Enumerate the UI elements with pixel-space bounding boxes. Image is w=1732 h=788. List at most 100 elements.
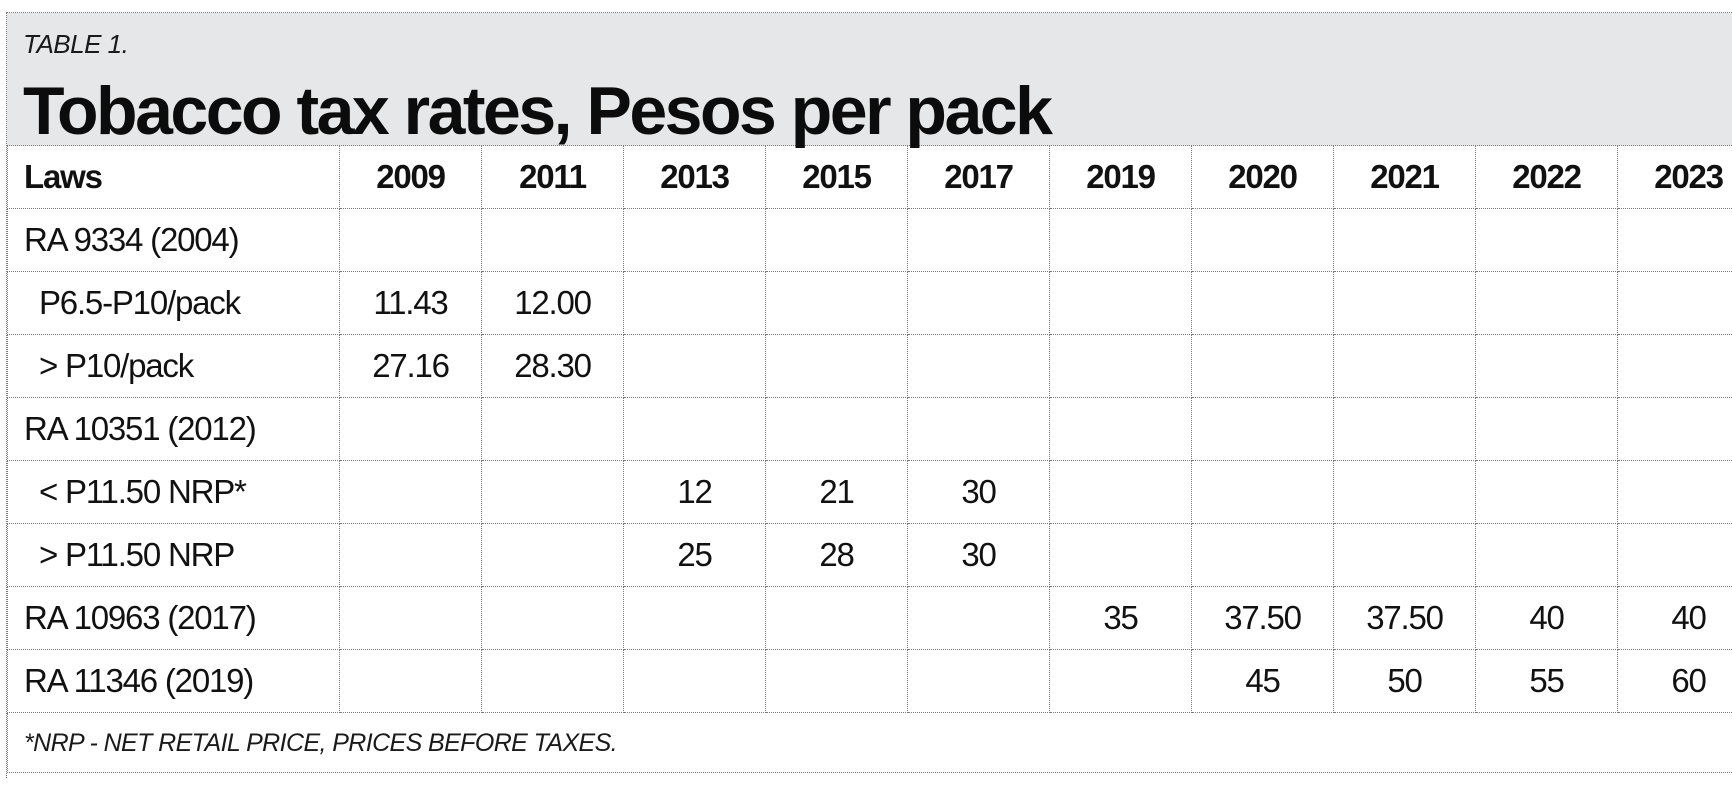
row-label-bracket: P6.5-P10/pack xyxy=(7,271,340,335)
table-cell xyxy=(1049,397,1192,461)
table-header-banner: TABLE 1. Tobacco tax rates, Pesos per pa… xyxy=(7,13,1732,149)
column-header-year: 2015 xyxy=(765,146,908,209)
table-cell xyxy=(1049,208,1192,272)
row-label-bracket: < P11.50 NRP* xyxy=(7,460,340,524)
table-cell: 27.16 xyxy=(339,334,482,398)
table-row: P6.5-P10/pack 11.43 12.00 xyxy=(7,271,1732,335)
table-cell xyxy=(339,523,482,587)
table-cell xyxy=(907,586,1050,650)
table-row: RA 9334 (2004) xyxy=(7,208,1732,272)
table-cell xyxy=(481,523,624,587)
table-cell xyxy=(765,208,908,272)
table-row: RA 10351 (2012) xyxy=(7,397,1732,461)
column-header-year: 2011 xyxy=(481,146,624,209)
column-header-laws: Laws xyxy=(7,146,340,209)
table-cell: 60 xyxy=(1617,649,1732,713)
table-cell xyxy=(765,271,908,335)
table-cell xyxy=(1191,271,1334,335)
column-header-year: 2022 xyxy=(1475,146,1618,209)
table-cell xyxy=(1049,649,1192,713)
column-header-year: 2023 xyxy=(1617,146,1732,209)
table-cell xyxy=(1617,460,1732,524)
table-cell xyxy=(339,649,482,713)
table-cell: 50 xyxy=(1333,649,1476,713)
table-cell xyxy=(623,208,766,272)
table-cell xyxy=(623,649,766,713)
table-cell: 37.50 xyxy=(1191,586,1334,650)
table-cell xyxy=(1617,208,1732,272)
table-cell xyxy=(765,649,908,713)
table-row: > P10/pack 27.16 28.30 xyxy=(7,334,1732,398)
tax-rates-table: Laws 2009 2011 2013 2015 2017 2019 2020 2021 202… xyxy=(7,146,1732,713)
table-cell xyxy=(1333,271,1476,335)
table-cell xyxy=(481,460,624,524)
table-cell xyxy=(339,460,482,524)
table-cell xyxy=(1333,460,1476,524)
table-cell xyxy=(1191,397,1334,461)
table-cell xyxy=(1049,460,1192,524)
table-row: RA 11346 (2019) 45 50 55 60 xyxy=(7,649,1732,713)
table-cell: 45 xyxy=(1191,649,1334,713)
table-cell: 12.00 xyxy=(481,271,624,335)
table-cell xyxy=(623,397,766,461)
table-cell: 30 xyxy=(907,460,1050,524)
header-row: Laws 2009 2011 2013 2015 2017 2019 2020 2021 202… xyxy=(7,146,1732,209)
table-cell xyxy=(1049,334,1192,398)
table-cell xyxy=(765,334,908,398)
column-header-year: 2019 xyxy=(1049,146,1192,209)
table-cell xyxy=(339,397,482,461)
table-cell: 55 xyxy=(1475,649,1618,713)
table-title: Tobacco tax rates, Pesos per pack xyxy=(23,73,1053,149)
table-cell xyxy=(907,334,1050,398)
table-cell: 40 xyxy=(1617,586,1732,650)
table-cell xyxy=(1191,523,1334,587)
table-row: > P11.50 NRP 25 28 30 xyxy=(7,523,1732,587)
table-cell xyxy=(1333,334,1476,398)
table-cell: 28.30 xyxy=(481,334,624,398)
table-cell: 30 xyxy=(907,523,1050,587)
row-label-law: RA 11346 (2019) xyxy=(7,649,340,713)
table-cell xyxy=(1475,271,1618,335)
table-cell xyxy=(1475,460,1618,524)
table-cell xyxy=(1617,334,1732,398)
column-header-year: 2021 xyxy=(1333,146,1476,209)
table-cell xyxy=(1475,208,1618,272)
table-cell xyxy=(907,208,1050,272)
table-cell xyxy=(1191,460,1334,524)
table-footnote: *NRP - NET RETAIL PRICE, PRICES BEFORE T… xyxy=(7,713,1732,773)
row-label-bracket: > P10/pack xyxy=(7,334,340,398)
column-header-year: 2020 xyxy=(1191,146,1334,209)
table-cell: 40 xyxy=(1475,586,1618,650)
table-cell xyxy=(907,271,1050,335)
table-body: RA 9334 (2004) P6.5-P10/pack 11.43 12.00 > P… xyxy=(7,208,1732,713)
table-cell xyxy=(1191,208,1334,272)
table-cell xyxy=(1333,208,1476,272)
table-cell xyxy=(1049,523,1192,587)
table-cell xyxy=(623,271,766,335)
table-cell xyxy=(623,334,766,398)
table-row: < P11.50 NRP* 12 21 30 xyxy=(7,460,1732,524)
table-cell: 11.43 xyxy=(339,271,482,335)
row-label-bracket: > P11.50 NRP xyxy=(7,523,340,587)
column-header-year: 2009 xyxy=(339,146,482,209)
row-label-law: RA 9334 (2004) xyxy=(7,208,340,272)
table-cell xyxy=(765,586,908,650)
table-cell xyxy=(339,208,482,272)
table-cell: 25 xyxy=(623,523,766,587)
table-cell xyxy=(907,649,1050,713)
column-header-year: 2013 xyxy=(623,146,766,209)
table-cell xyxy=(339,586,482,650)
table-cell: 12 xyxy=(623,460,766,524)
table-cell xyxy=(1617,523,1732,587)
table-cell xyxy=(481,649,624,713)
table-cell xyxy=(1617,397,1732,461)
table-cell xyxy=(765,397,908,461)
table-cell xyxy=(1333,397,1476,461)
table-cell xyxy=(1475,523,1618,587)
table-cell xyxy=(481,208,624,272)
table-cell xyxy=(623,586,766,650)
table-cell xyxy=(1475,334,1618,398)
table-cell xyxy=(1617,271,1732,335)
row-label-law: RA 10351 (2012) xyxy=(7,397,340,461)
row-label-law: RA 10963 (2017) xyxy=(7,586,340,650)
